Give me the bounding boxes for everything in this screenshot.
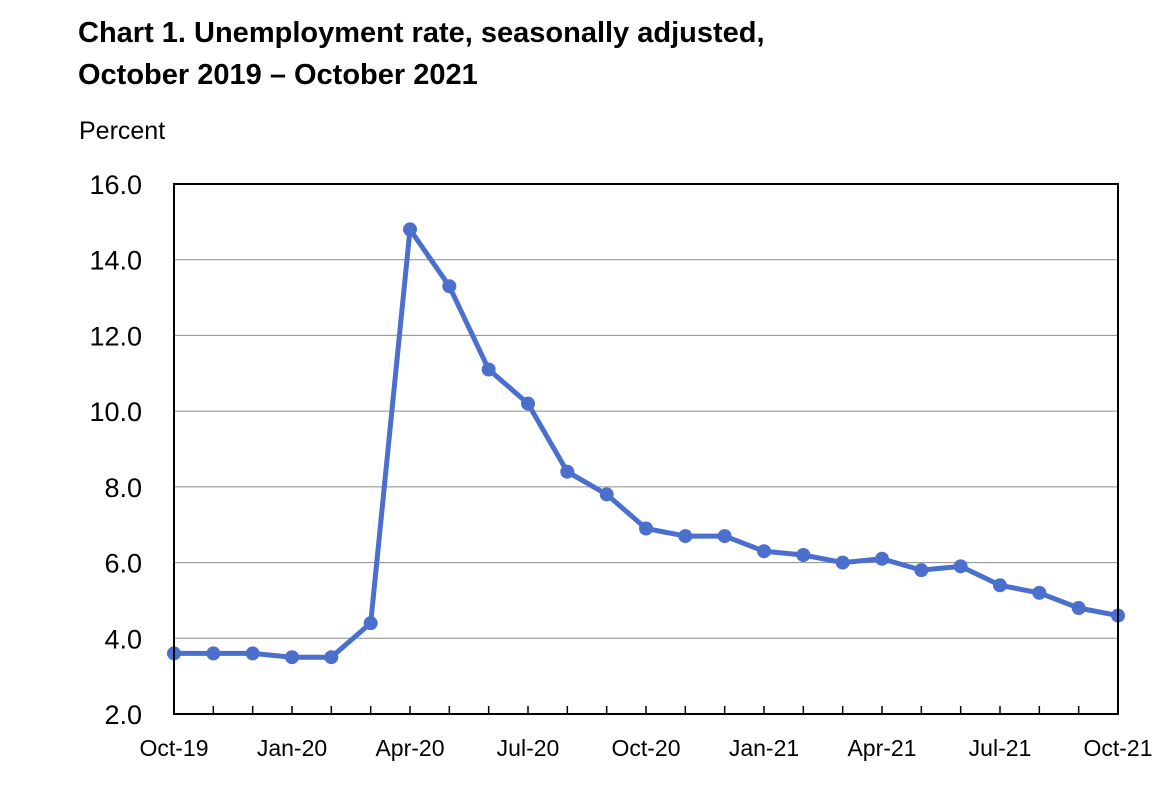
y-tick-label: 12.0 [89,321,142,351]
data-point [599,487,614,502]
x-tick-label: Jan-21 [729,735,799,761]
data-point [560,464,575,479]
data-point [914,563,929,578]
x-axis-tick-labels: Oct-19 Jan-20 Apr-20 Jul-20 Oct-20 Jan-21 Apr-… [139,735,1152,761]
chart-title-line-2: October 2019 – October 2021 [78,59,478,91]
x-tick-label: Jul-20 [497,735,560,761]
x-tick-label: Apr-21 [847,735,916,761]
data-point [403,222,417,237]
y-tick-label: 2.0 [104,700,142,730]
data-point [1071,601,1086,615]
data-point [363,616,378,631]
data-point [993,578,1007,593]
y-tick-label: 4.0 [104,624,142,654]
y-tick-label: 10.0 [89,397,142,427]
chart-title: Chart 1. Unemployment rate, seasonally a… [78,12,765,96]
data-point [835,555,850,570]
x-tick-label: Oct-21 [1083,735,1152,761]
series-unemployment-rate [167,222,1125,665]
y-tick-label: 16.0 [89,170,142,200]
y-axis-tick-labels: 2.0 4.0 6.0 8.0 10.0 12.0 14.0 16.0 [89,170,142,730]
y-tick-label: 8.0 [104,473,142,503]
data-point [757,544,771,559]
data-point [678,529,693,544]
data-point [875,551,889,566]
data-point [953,559,968,574]
data-point [206,646,221,661]
data-point [324,650,339,665]
data-point [796,548,811,562]
chart-title-line-1: Chart 1. Unemployment rate, seasonally a… [78,17,765,49]
x-tick-label: Apr-20 [375,735,444,761]
data-point [1032,585,1047,600]
series-line [171,226,1121,660]
y-axis-label: Percent [79,117,166,145]
plot-frame [173,183,1119,715]
data-point [285,650,299,665]
data-point [442,279,457,294]
x-tick-label: Jul-21 [969,735,1032,761]
gridlines [174,259,1118,639]
y-tick-label: 14.0 [89,246,142,276]
data-point [521,396,535,411]
x-tick-label: Oct-19 [139,735,208,761]
x-axis-ticks [173,706,1119,714]
data-point [639,521,653,536]
data-point [717,529,732,544]
x-tick-label: Jan-20 [257,735,327,761]
data-point [245,646,260,661]
data-point [481,362,496,377]
x-tick-label: Oct-20 [611,735,680,761]
y-tick-label: 6.0 [104,549,142,579]
